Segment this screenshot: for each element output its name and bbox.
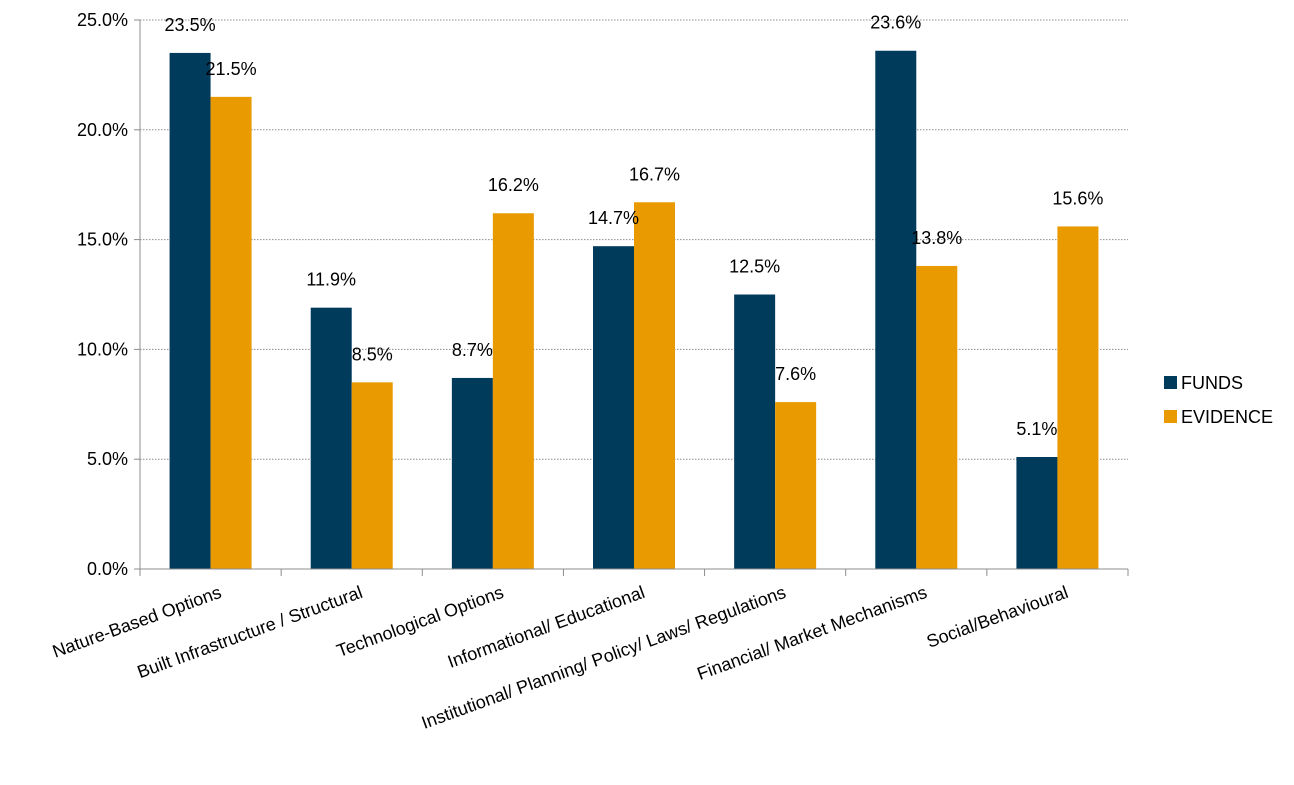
bar-evidence [210, 96, 252, 570]
bar-funds [451, 377, 493, 569]
category-label: Social/Behavioural [924, 582, 1071, 652]
bar-evidence [1057, 226, 1099, 569]
data-labels: 23.5% 21.5% 11.9% 8.5% 8.7% 16.2% 14.7% 16.7% 12… [165, 13, 1104, 439]
data-label-funds: 11.9% [306, 270, 356, 290]
bar-evidence [634, 202, 675, 569]
data-label-funds: 5.1% [1016, 419, 1057, 439]
data-label-funds: 8.7% [452, 340, 493, 360]
bar-funds [310, 307, 352, 569]
data-label-evidence: 16.7% [629, 164, 680, 184]
data-label-evidence: 7.6% [775, 364, 816, 384]
data-label-evidence: 8.5% [352, 344, 393, 364]
bar-evidence [916, 265, 958, 569]
data-label-evidence: 21.5% [206, 59, 257, 79]
y-tick-label: 0.0% [87, 559, 128, 579]
legend-swatch-evidence [1164, 410, 1177, 423]
bar-funds [875, 50, 917, 569]
bar-evidence [775, 402, 817, 569]
bar-evidence [492, 213, 534, 570]
legend: FUNDS EVIDENCE [1164, 373, 1273, 427]
data-label-funds: 12.5% [729, 257, 780, 277]
category-label: Financial/ Market Mechanisms [694, 582, 929, 684]
data-label-evidence: 15.6% [1052, 188, 1103, 208]
y-tick-label: 5.0% [87, 449, 128, 469]
bar-funds [1016, 457, 1058, 569]
bar-funds [593, 246, 634, 570]
gridlines [140, 19, 1128, 460]
data-label-evidence: 13.8% [911, 228, 962, 248]
category-label: Built Infrastructure / Structural [135, 582, 366, 682]
data-label-funds: 14.7% [588, 208, 639, 228]
bar-funds [734, 294, 776, 569]
y-tick-label: 20.0% [77, 120, 128, 140]
data-label-evidence: 16.2% [488, 175, 539, 195]
legend-label-funds: FUNDS [1181, 373, 1243, 393]
legend-label-evidence: EVIDENCE [1181, 407, 1273, 427]
data-label-funds: 23.6% [870, 13, 921, 33]
data-label-funds: 23.5% [165, 15, 216, 35]
y-tick-label: 25.0% [77, 10, 128, 30]
bar-evidence [351, 382, 393, 569]
legend-swatch-funds [1164, 376, 1177, 389]
bar-funds [169, 52, 211, 569]
bars [169, 50, 1099, 570]
y-tick-label: 10.0% [77, 339, 128, 359]
y-tick-label: 15.0% [77, 230, 128, 250]
